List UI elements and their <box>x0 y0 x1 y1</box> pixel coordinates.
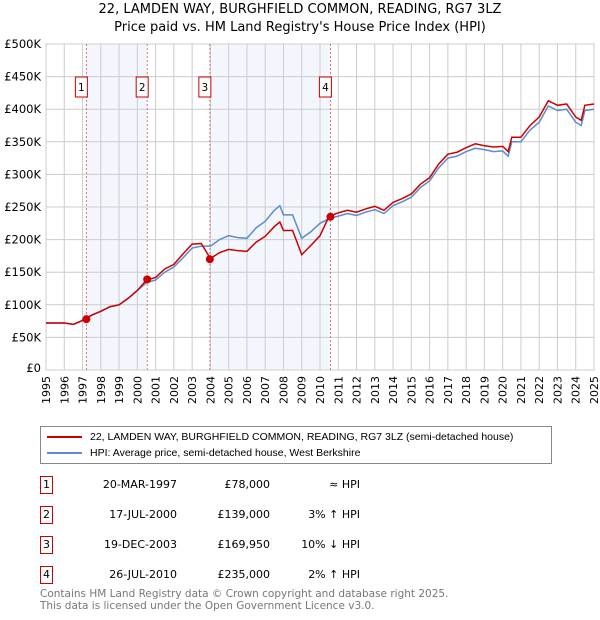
chart-title: 22, LAMDEN WAY, BURGHFIELD COMMON, READI… <box>98 2 502 17</box>
x-tick-label: 2017 <box>442 376 455 404</box>
x-tick-label: 2000 <box>131 376 144 404</box>
sale-hpi-diff: ≈ HPI <box>329 478 360 491</box>
x-tick-label: 1996 <box>58 376 71 404</box>
x-tick-label: 2018 <box>460 376 473 404</box>
x-tick-label: 2010 <box>314 376 327 404</box>
sale-label: 2 <box>139 82 146 94</box>
sale-date: 19-DEC-2003 <box>103 538 177 551</box>
sale-price: £78,000 <box>224 478 271 491</box>
x-tick-label: 1999 <box>113 376 126 404</box>
x-tick-label: 2012 <box>351 376 364 404</box>
sale-hpi-diff: 3% ↑ HPI <box>308 508 360 521</box>
legend-swatch-blue <box>47 452 82 454</box>
legend: 22, LAMDEN WAY, BURGHFIELD COMMON, READI… <box>40 426 552 464</box>
sale-row: 3 19-DEC-2003 £169,950 10% ↓ HPI <box>40 536 360 554</box>
y-tick-label: £400K <box>4 102 41 116</box>
legend-item-hpi: HPI: Average price, semi-detached house,… <box>47 446 360 460</box>
y-tick-label: £250K <box>4 200 41 214</box>
y-tick-label: £200K <box>4 233 41 247</box>
x-tick-label: 2006 <box>241 376 254 404</box>
sale-date: 17-JUL-2000 <box>109 508 177 521</box>
sale-price: £139,000 <box>217 508 271 521</box>
legend-swatch-red <box>47 436 82 438</box>
chart-subtitle: Price paid vs. HM Land Registry's House … <box>114 20 486 35</box>
sale-date: 26-JUL-2010 <box>109 568 177 581</box>
x-tick-label: 2003 <box>186 376 199 404</box>
sale-price: £235,000 <box>217 568 271 581</box>
y-tick-label: £300K <box>4 167 41 181</box>
y-tick-label: £150K <box>4 265 41 279</box>
x-tick-label: 2024 <box>570 376 583 404</box>
x-tick-label: 2004 <box>204 376 217 404</box>
sale-point <box>326 212 335 221</box>
sale-row: 2 17-JUL-2000 £139,000 3% ↑ HPI <box>40 506 360 524</box>
x-tick-label: 2025 <box>588 376 600 404</box>
sale-label-box <box>74 76 88 98</box>
y-tick-label: £100K <box>4 298 41 312</box>
sale-hpi-diff: 2% ↑ HPI <box>308 568 360 581</box>
x-tick-label: 1998 <box>95 376 108 404</box>
y-tick-label: £0 <box>26 361 41 375</box>
x-tick-label: 2019 <box>478 376 491 404</box>
x-tick-label: 2021 <box>515 376 528 404</box>
x-tick-label: 2023 <box>551 376 564 404</box>
legend-label: 22, LAMDEN WAY, BURGHFIELD COMMON, READI… <box>90 431 514 443</box>
x-tick-label: 1997 <box>77 376 90 404</box>
sale-label: 3 <box>202 82 209 94</box>
x-tick-label: 2002 <box>168 376 181 404</box>
x-tick-label: 2007 <box>259 376 272 404</box>
sale-point <box>143 275 152 284</box>
footer-line: Contains HM Land Registry data © Crown c… <box>40 588 449 600</box>
x-tick-label: 2020 <box>497 376 510 404</box>
sale-hpi-diff: 10% ↓ HPI <box>301 538 360 551</box>
footer: Contains HM Land Registry data © Crown c… <box>40 588 448 612</box>
sale-point <box>205 255 214 264</box>
x-tick-label: 2005 <box>223 376 236 404</box>
legend-item-property: 22, LAMDEN WAY, BURGHFIELD COMMON, READI… <box>47 430 513 444</box>
x-tick-label: 2009 <box>296 376 309 404</box>
plot-area: 1995 1996 1997 1998 1999 2000 2001 2002 2003 2004… <box>4 37 600 404</box>
sale-label-box <box>198 76 212 98</box>
footer-line: This data is licensed under the Open Gov… <box>40 600 375 612</box>
sale-row: 1 20-MAR-1997 £78,000 ≈ HPI <box>40 476 360 494</box>
x-tick-label: 2001 <box>150 376 163 404</box>
y-tick-label: £500K <box>4 37 41 51</box>
sale-date: 20-MAR-1997 <box>102 478 177 491</box>
sale-row: 4 26-JUL-2010 £235,000 2% ↑ HPI <box>40 566 360 584</box>
x-tick-label: 2014 <box>387 376 400 404</box>
x-tick-label: 2022 <box>533 376 546 404</box>
x-tick-label: 2015 <box>405 376 418 404</box>
x-tick-label: 1995 <box>40 376 53 404</box>
x-tick-label: 2016 <box>424 376 437 404</box>
sale-number: 1 <box>40 476 53 494</box>
sale-number: 4 <box>40 566 53 584</box>
x-tick-label: 2013 <box>369 376 382 404</box>
sale-label: 1 <box>78 82 85 94</box>
sale-label: 4 <box>322 82 329 94</box>
sale-number: 2 <box>40 506 53 524</box>
sale-point <box>82 315 91 324</box>
sale-price: £169,950 <box>217 538 271 551</box>
x-tick-label: 2008 <box>277 376 290 404</box>
y-tick-label: £350K <box>4 135 41 149</box>
sale-label-box <box>318 76 332 98</box>
plot-border <box>45 43 595 371</box>
sale-number: 3 <box>40 536 53 554</box>
y-tick-label: £450K <box>4 70 41 84</box>
legend-label: HPI: Average price, semi-detached house,… <box>90 447 361 459</box>
x-tick-label: 2011 <box>332 376 345 404</box>
sale-label-box <box>135 76 149 98</box>
y-tick-label: £50K <box>12 330 42 344</box>
